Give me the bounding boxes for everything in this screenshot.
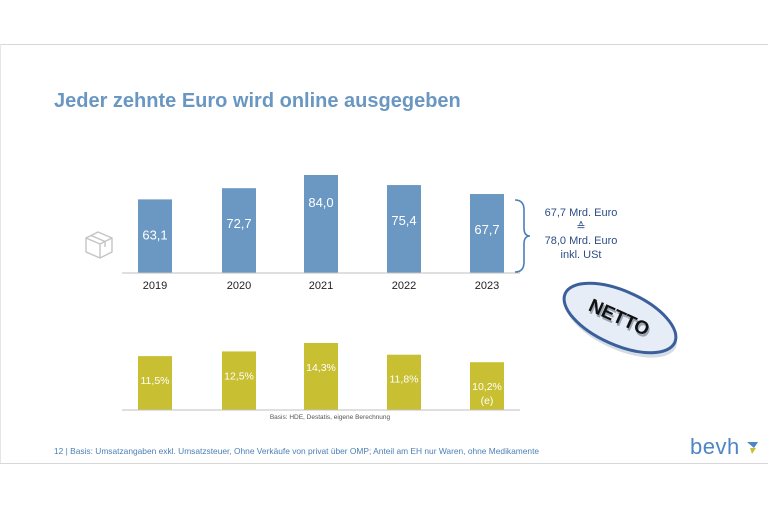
share-value-label-2020: 12,5% xyxy=(224,370,254,382)
revenue-value-label-2020: 72,7 xyxy=(226,216,251,231)
revenue-value-label-2023: 67,7 xyxy=(474,222,499,237)
bracket-note-line1: 67,7 Mrd. Euro xyxy=(545,207,618,219)
revenue-bar-2021 xyxy=(304,175,338,273)
revenue-bar-2020 xyxy=(222,188,256,273)
revenue-bars: 63,1 72,7 84,0 75,4 67,7 xyxy=(138,175,504,273)
revenue-bar-2022 xyxy=(387,185,421,273)
x-tick-label-2020: 2020 xyxy=(227,280,251,292)
revenue-value-label-2022: 75,4 xyxy=(391,213,416,228)
x-tick-label-2022: 2022 xyxy=(392,280,416,292)
bracket-note-line2: ≙ xyxy=(576,221,585,233)
share-bar-2023 xyxy=(470,362,504,410)
bracket-icon xyxy=(514,199,531,273)
bottom-rule xyxy=(0,463,768,464)
top-rule xyxy=(0,44,768,45)
revenue-tick-labels: 2019 2020 2021 2022 2023 xyxy=(143,280,499,292)
revenue-bar-2023 xyxy=(470,194,504,273)
revenue-value-label-2021: 84,0 xyxy=(308,195,333,210)
x-tick-label-2023: 2023 xyxy=(475,280,499,292)
share-bars: 11,5% 12,5% 14,3% 11,8% 10,2% (e) xyxy=(138,343,504,410)
share-value-label-2019: 11,5% xyxy=(141,375,170,387)
share-value-label-2022: 11,8% xyxy=(390,374,419,386)
share-bar-2019 xyxy=(138,356,172,410)
revenue-value-label-2019: 63,1 xyxy=(142,227,167,242)
share-bar-2021 xyxy=(304,343,338,410)
slide-title: Jeder zehnte Euro wird online ausgegeben xyxy=(54,90,461,112)
share-value-label-2021: 14,3% xyxy=(306,362,336,374)
x-tick-label-2021: 2021 xyxy=(309,280,333,292)
bevh-logo: bevh xyxy=(690,434,740,459)
bracket-note-line3: 78,0 Mrd. Euro xyxy=(545,235,618,247)
left-rule xyxy=(0,44,1,464)
share-value-note-2023: (e) xyxy=(481,395,494,407)
box-icon xyxy=(85,231,113,259)
footer-note: 12 | Basis: Umsatzangaben exkl. Umsatzst… xyxy=(54,446,540,456)
bracket-note-line4: inkl. USt xyxy=(561,249,602,261)
logo-mark-icon xyxy=(747,442,758,454)
source-note: Basis: HDE, Destatis, eigene Berechnung xyxy=(270,414,391,421)
share-value-label-2023: 10,2% xyxy=(472,381,502,393)
revenue-bar-2019 xyxy=(138,199,172,273)
netto-badge: NETTO NETTO xyxy=(562,281,678,358)
share-bar-2020 xyxy=(222,351,256,410)
x-tick-label-2019: 2019 xyxy=(143,280,167,292)
share-bar-2022 xyxy=(387,354,421,410)
